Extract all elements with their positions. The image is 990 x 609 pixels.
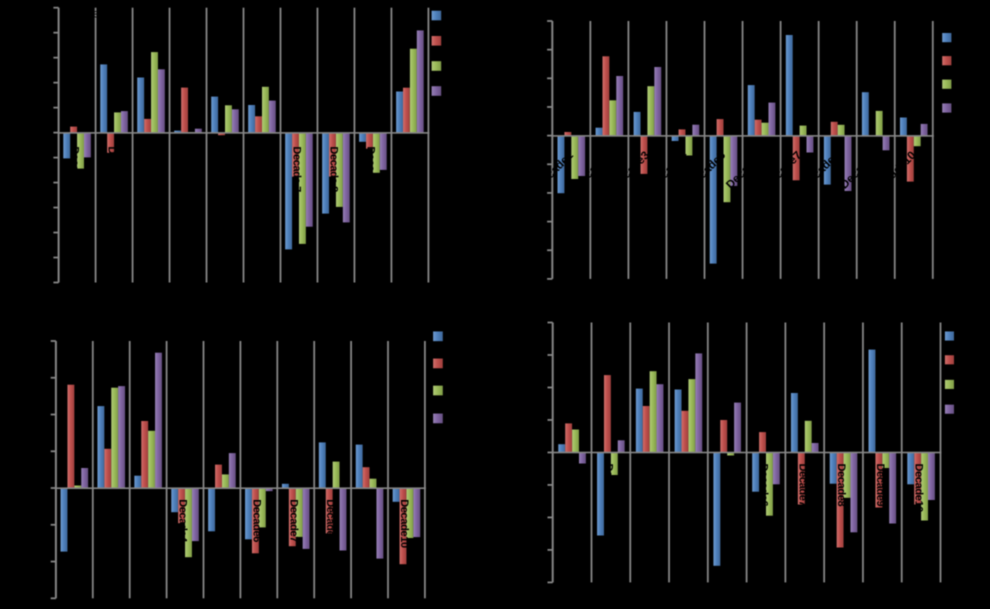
svg-text:Decade 9: Decade 9 — [364, 146, 376, 192]
svg-text:Decade7: Decade7 — [287, 499, 299, 542]
svg-text:Ilorin, KW: Ilorin, KW — [66, 327, 116, 339]
svg-text:Decade 10: Decade 10 — [401, 146, 413, 198]
svg-text:Decade 6: Decade 6 — [253, 146, 265, 192]
svg-text:2060s: 2060s — [954, 79, 984, 91]
svg-text:Decade5: Decade5 — [213, 499, 225, 542]
svg-text:Decade2: Decade2 — [103, 499, 115, 542]
svg-text:-0.40: -0.40 — [24, 556, 49, 568]
svg-text:0.20: 0.20 — [27, 446, 48, 458]
svg-text:-0.80: -0.80 — [521, 577, 546, 589]
svg-text:2020s: 2020s — [957, 331, 987, 343]
svg-text:0.80: 0.80 — [30, 27, 51, 39]
svg-text:2060s: 2060s — [444, 61, 474, 73]
svg-text:0.60: 0.60 — [27, 372, 48, 384]
svg-text:-0.40: -0.40 — [520, 187, 545, 199]
svg-text:2060s: 2060s — [957, 379, 987, 391]
svg-text:Decade 7: Decade 7 — [290, 146, 302, 192]
svg-text:2020s: 2020s — [446, 331, 476, 343]
svg-text:0.20: 0.20 — [30, 102, 51, 114]
svg-text:Makurdi, BN: Makurdi, BN — [554, 7, 617, 19]
svg-text:0.60: 0.60 — [524, 349, 545, 361]
svg-text:2020s: 2020s — [954, 32, 984, 44]
svg-text:Decade5: Decade5 — [719, 464, 731, 507]
svg-text:Decade8: Decade8 — [324, 499, 336, 542]
svg-text:Change in rainfall (mm/day): Change in rainfall (mm/day) — [5, 82, 17, 217]
svg-text:1.00: 1.00 — [30, 2, 51, 14]
svg-text:Decade10: Decade10 — [398, 499, 410, 548]
svg-text:Decade 5: Decade 5 — [217, 146, 229, 192]
svg-text:-0.40: -0.40 — [27, 177, 52, 189]
svg-text:Decade 1: Decade 1 — [69, 146, 81, 192]
svg-text:Lokoja, KGI: Lokoja, KGI — [550, 311, 610, 323]
svg-text:0.40: 0.40 — [524, 73, 545, 85]
svg-text:0.40: 0.40 — [30, 77, 51, 89]
svg-text:2040s: 2040s — [957, 355, 987, 367]
svg-text:Dutse, JI: Dutse, JI — [69, 9, 114, 21]
svg-text:Decade4: Decade4 — [177, 499, 189, 543]
svg-text:0.40: 0.40 — [27, 409, 48, 421]
svg-text:Change in rainfall (mm/day): Change in rainfall (mm/day) — [5, 402, 17, 537]
svg-text:-0.20: -0.20 — [521, 479, 546, 491]
svg-text:0.20: 0.20 — [524, 101, 545, 113]
svg-text:-0.60: -0.60 — [520, 216, 545, 228]
svg-text:Decade3: Decade3 — [140, 499, 152, 542]
svg-text:Change in rainfall (mm/day): Change in rainfall (mm/day) — [5, 77, 17, 212]
svg-text:-0.20: -0.20 — [24, 519, 49, 531]
svg-text:Decade6: Decade6 — [250, 499, 262, 542]
svg-text:Decade8: Decade8 — [835, 464, 847, 507]
svg-text:-0.60: -0.60 — [27, 202, 52, 214]
svg-text:0.00: 0.00 — [30, 127, 51, 139]
svg-text:-0.20: -0.20 — [27, 152, 52, 164]
svg-text:Decade1: Decade1 — [66, 499, 78, 542]
svg-text:-0.60: -0.60 — [24, 593, 49, 605]
svg-text:Change in rainfall (mm/day): Change in rainfall (mm/day) — [5, 384, 17, 519]
svg-text:2020s: 2020s — [444, 10, 474, 22]
svg-text:0.60: 0.60 — [30, 52, 51, 64]
svg-text:-0.80: -0.80 — [27, 227, 52, 239]
svg-text:Decade 3: Decade 3 — [143, 146, 155, 192]
svg-text:2080s: 2080s — [957, 404, 987, 416]
svg-text:0.60: 0.60 — [524, 44, 545, 56]
svg-text:0.20: 0.20 — [524, 414, 545, 426]
svg-text:Decade 8: Decade 8 — [327, 146, 339, 192]
svg-text:2040s: 2040s — [446, 358, 476, 370]
svg-text:Decade1: Decade1 — [564, 464, 576, 507]
svg-text:Decade3: Decade3 — [641, 464, 653, 507]
svg-text:2040s: 2040s — [444, 36, 474, 48]
svg-text:Decade7: Decade7 — [796, 464, 808, 507]
svg-text:2040s: 2040s — [954, 56, 984, 68]
svg-text:0.80: 0.80 — [524, 16, 545, 28]
svg-text:Decade6: Decade6 — [757, 464, 769, 507]
svg-text:0.80: 0.80 — [524, 317, 545, 329]
svg-text:0.00: 0.00 — [27, 483, 48, 495]
svg-text:Decade2: Decade2 — [602, 464, 614, 507]
svg-text:Decade10: Decade10 — [913, 464, 925, 513]
svg-text:2080s: 2080s — [954, 103, 984, 115]
svg-text:-0.40: -0.40 — [521, 512, 546, 524]
svg-text:Decade4: Decade4 — [680, 464, 692, 508]
svg-text:Decade9: Decade9 — [874, 464, 886, 507]
svg-text:0.40: 0.40 — [524, 382, 545, 394]
svg-text:-1.20: -1.20 — [27, 277, 52, 289]
svg-text:2080s: 2080s — [446, 413, 476, 425]
svg-text:Decade 2: Decade 2 — [106, 146, 118, 192]
svg-text:2060s: 2060s — [446, 385, 476, 397]
svg-text:-0.20: -0.20 — [520, 159, 545, 171]
svg-text:0.00: 0.00 — [524, 447, 545, 459]
svg-text:0.80: 0.80 — [27, 336, 48, 348]
svg-text:-0.80: -0.80 — [520, 245, 545, 257]
svg-text:Decade 4: Decade 4 — [180, 146, 192, 193]
svg-text:0.00: 0.00 — [524, 130, 545, 142]
svg-text:2080s: 2080s — [444, 86, 474, 98]
svg-text:-1.00: -1.00 — [520, 273, 545, 285]
svg-text:Decade9: Decade9 — [361, 499, 373, 542]
svg-text:-1.00: -1.00 — [27, 252, 52, 264]
svg-text:-0.60: -0.60 — [521, 544, 546, 556]
